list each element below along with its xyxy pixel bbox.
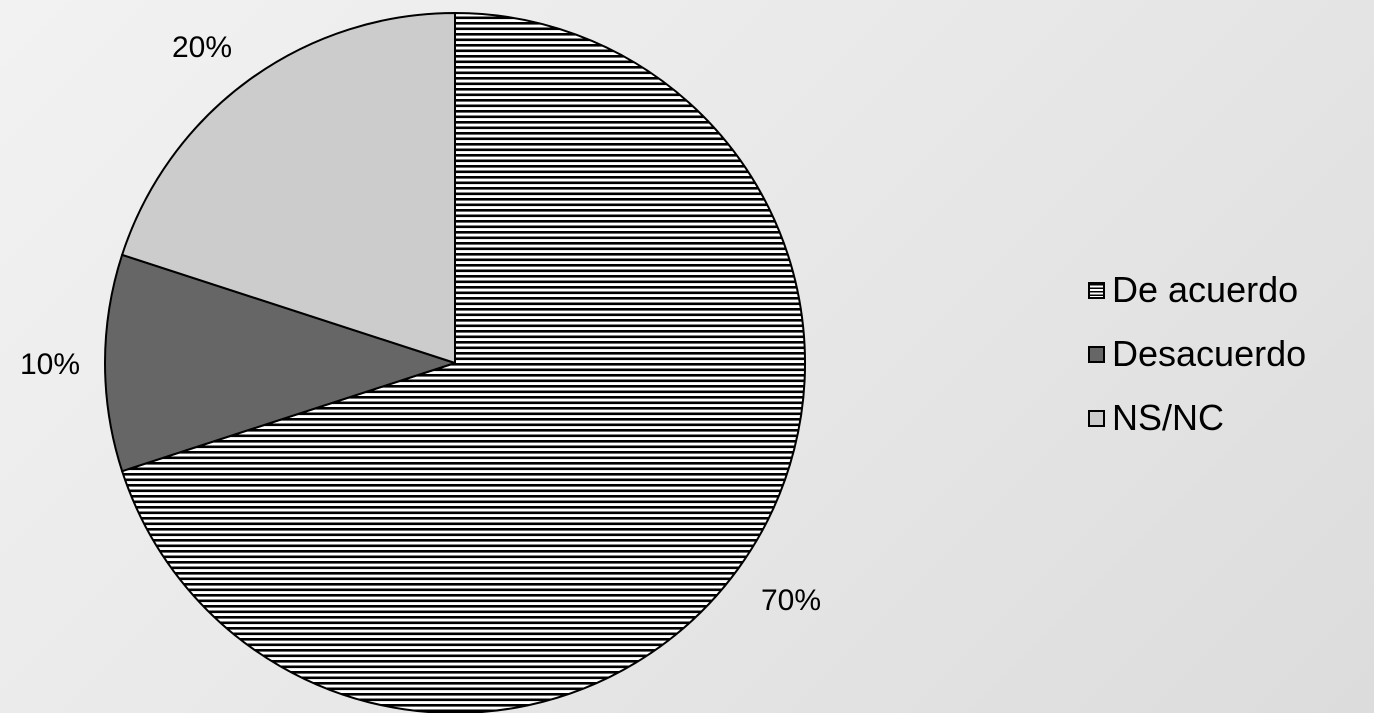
pie-slices bbox=[104, 12, 806, 713]
legend-swatch-de-acuerdo bbox=[1088, 281, 1105, 299]
legend-item-desacuerdo: Desacuerdo bbox=[1088, 322, 1368, 386]
pie-value-labels: 70% 10% 20% bbox=[20, 31, 821, 617]
legend-label-desacuerdo: Desacuerdo bbox=[1112, 333, 1307, 374]
pie-slice-ns-nc bbox=[121, 12, 456, 364]
value-label-desacuerdo: 10% bbox=[20, 348, 80, 381]
legend-label-ns-nc: NS/NC bbox=[1112, 397, 1225, 438]
chart-legend: De acuerdo Desacuerdo NS/NC bbox=[1088, 258, 1368, 450]
pie-slice-de-acuerdo bbox=[121, 12, 806, 713]
value-label-de-acuerdo: 70% bbox=[761, 584, 821, 617]
legend-label-de-acuerdo: De acuerdo bbox=[1112, 269, 1299, 310]
legend-swatch-ns-nc bbox=[1088, 409, 1105, 427]
value-label-ns-nc: 20% bbox=[172, 31, 232, 64]
pie-slice-desacuerdo bbox=[104, 253, 456, 473]
legend-item-de-acuerdo: De acuerdo bbox=[1088, 258, 1368, 322]
legend-swatch-desacuerdo bbox=[1088, 345, 1105, 363]
legend-item-ns-nc: NS/NC bbox=[1088, 386, 1368, 450]
